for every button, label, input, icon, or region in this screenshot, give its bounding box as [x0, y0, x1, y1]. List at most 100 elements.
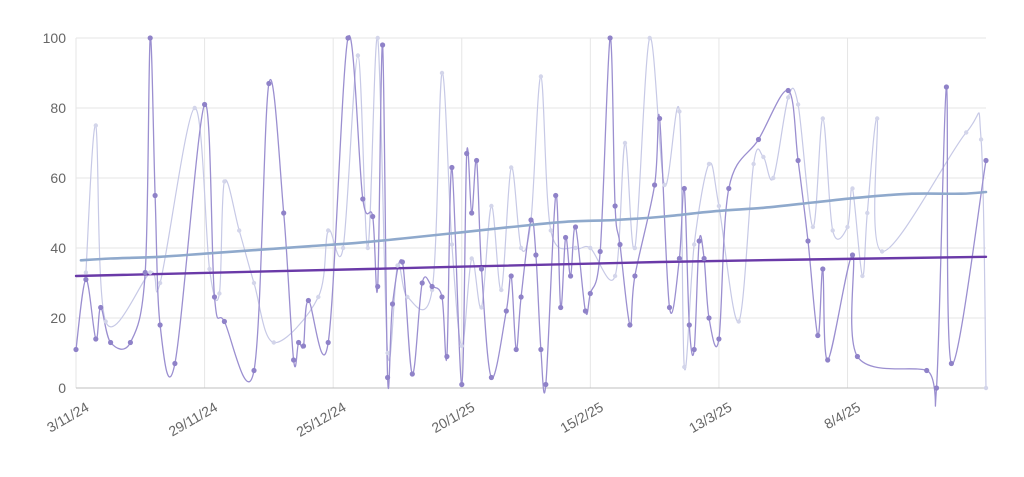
data-point-light-28	[499, 287, 504, 293]
data-point-dark-85	[933, 385, 940, 391]
data-point-light-25	[469, 256, 474, 261]
data-point-dark-48	[538, 346, 544, 353]
data-point-light-8	[222, 179, 227, 184]
data-point-dark-33	[439, 294, 445, 300]
data-point-light-11	[271, 340, 276, 345]
data-point-light-13	[326, 228, 331, 233]
data-point-dark-52	[563, 234, 569, 241]
data-point-dark-76	[785, 87, 791, 94]
data-point-dark-78	[805, 238, 811, 244]
data-point-light-21	[429, 287, 435, 293]
x-tick-label-5: 13/3/25	[686, 399, 735, 436]
data-point-dark-18	[296, 339, 302, 346]
data-point-dark-32	[429, 283, 435, 290]
data-point-dark-10	[172, 360, 178, 367]
data-point-dark-80	[820, 266, 826, 272]
series-line-trend_blue	[79, 190, 988, 262]
data-point-light-23	[449, 242, 455, 247]
x-tick-label-1: 29/11/24	[166, 399, 220, 440]
data-point-dark-13	[221, 318, 227, 325]
data-point-light-7	[217, 291, 222, 296]
data-point-dark-29	[399, 259, 405, 265]
data-point-dark-4	[108, 339, 114, 346]
data-point-dark-8	[152, 192, 158, 199]
data-point-light-49	[771, 175, 776, 181]
data-point-dark-41	[488, 374, 494, 381]
data-point-dark-67	[681, 185, 687, 192]
data-point-dark-36	[459, 381, 465, 388]
data-point-dark-35	[449, 164, 455, 171]
data-point-light-55	[845, 224, 850, 230]
x-tick-label-4: 15/2/25	[557, 399, 606, 436]
data-point-light-60	[879, 249, 885, 254]
data-point-light-34	[573, 245, 578, 251]
data-point-dark-31	[419, 280, 425, 286]
data-point-dark-51	[558, 304, 564, 311]
data-point-dark-16	[281, 210, 287, 216]
x-axis-tick-labels: 3/11/24 29/11/24 25/12/24 20/1/25 15/2/25 13/…	[44, 399, 863, 440]
data-point-dark-7	[147, 35, 153, 41]
data-point-dark-14	[251, 367, 257, 374]
y-tick-label-0: 0	[58, 380, 66, 396]
data-point-dark-84	[924, 367, 930, 374]
data-point-dark-88	[983, 157, 989, 164]
data-point-dark-75	[755, 136, 762, 143]
series-line-trend_purple	[74, 255, 988, 278]
data-point-light-15	[355, 53, 361, 58]
data-point-dark-56	[587, 290, 593, 297]
data-point-dark-23	[360, 196, 366, 202]
data-point-dark-22	[345, 35, 351, 41]
data-point-dark-45	[518, 294, 524, 300]
data-point-light-56	[850, 186, 855, 191]
data-point-dark-87	[948, 360, 955, 367]
data-point-dark-42	[503, 308, 509, 314]
y-axis-tick-labels: 0 20 40 60 80 100	[43, 30, 67, 396]
data-point-dark-53	[568, 273, 574, 279]
data-point-dark-72	[706, 315, 712, 321]
data-point-dark-81	[825, 357, 831, 363]
data-point-light-59	[875, 116, 880, 121]
data-point-light-3	[148, 270, 153, 275]
data-points	[73, 35, 989, 391]
x-tick-label-6: 8/4/25	[821, 399, 863, 432]
data-point-dark-54	[572, 224, 579, 230]
data-point-light-37	[622, 140, 628, 146]
data-point-dark-17	[291, 357, 297, 363]
data-point-light-45	[716, 203, 722, 209]
data-point-dark-79	[815, 332, 821, 339]
data-point-light-29	[509, 165, 514, 170]
data-point-dark-46	[528, 217, 534, 223]
data-point-dark-34	[444, 353, 450, 360]
data-point-light-53	[820, 116, 825, 121]
x-tick-label-2: 25/12/24	[293, 399, 348, 440]
data-point-dark-66	[676, 255, 683, 262]
data-point-dark-44	[513, 346, 519, 353]
data-point-dark-9	[157, 322, 163, 328]
data-point-light-52	[810, 224, 816, 230]
series-line-light	[85, 36, 987, 389]
data-point-light-43	[692, 242, 697, 247]
data-point-light-36	[612, 273, 618, 279]
data-point-light-57	[860, 273, 865, 279]
data-point-light-51	[795, 102, 801, 107]
data-point-light-47	[751, 161, 756, 167]
data-point-dark-55	[582, 308, 589, 314]
y-tick-label-20: 20	[50, 310, 66, 326]
data-point-light-24	[459, 343, 464, 349]
data-point-light-2	[103, 319, 108, 324]
grid-lines	[75, 37, 986, 389]
data-point-dark-43	[508, 273, 514, 279]
data-point-dark-50	[553, 192, 559, 199]
data-point-light-19	[395, 263, 400, 268]
y-tick-label-60: 60	[50, 170, 66, 186]
data-point-dark-57	[597, 248, 603, 255]
data-point-dark-68	[686, 322, 692, 328]
data-point-light-1	[93, 123, 99, 128]
data-point-dark-63	[652, 182, 658, 188]
data-point-light-12	[316, 294, 321, 300]
data-point-light-62	[978, 137, 984, 142]
data-point-dark-64	[657, 115, 663, 122]
data-point-dark-28	[389, 301, 396, 307]
